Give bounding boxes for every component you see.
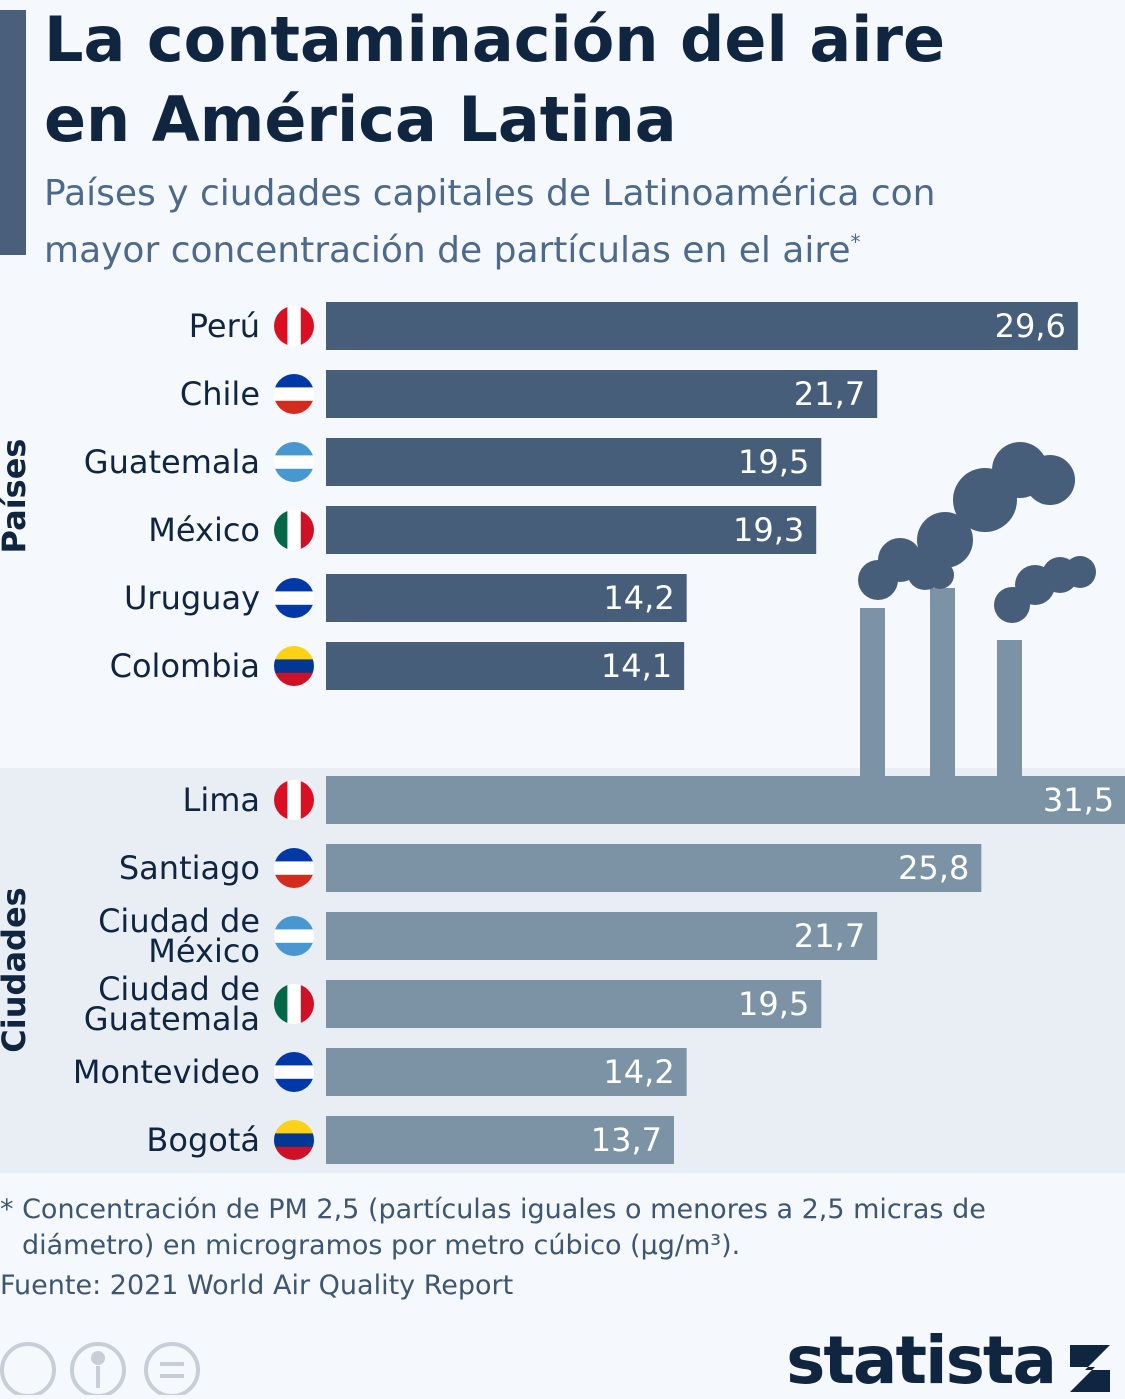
value-label: 25,8: [898, 849, 969, 887]
bar: [326, 980, 822, 1028]
category-label: Montevideo: [72, 1053, 260, 1091]
flag: [274, 578, 314, 592]
flag: [274, 591, 314, 605]
flag: [274, 400, 314, 414]
flag: [274, 468, 314, 482]
accent-bar: [0, 10, 26, 255]
factory: [858, 442, 1096, 776]
bar: [326, 506, 817, 554]
bar: [326, 1116, 674, 1164]
flag: [274, 916, 314, 930]
subtitle: Países y ciudades capitales de Latinoamé…: [44, 170, 964, 275]
flag: [287, 984, 301, 1024]
bar: [326, 912, 878, 960]
category-label: Chile: [179, 375, 260, 413]
flag: [274, 374, 314, 388]
bar: [326, 844, 982, 892]
category-label: México: [148, 511, 260, 549]
flag: [274, 659, 314, 673]
footnote: * Concentración de PM 2,5 (partículas ig…: [0, 1194, 986, 1261]
value-label: 13,7: [591, 1121, 662, 1159]
group-label: Ciudades: [0, 887, 33, 1052]
source: Fuente: 2021 World Air Quality Report: [0, 1270, 514, 1301]
value-label: 19,5: [738, 443, 809, 481]
value-label: 14,1: [601, 647, 672, 685]
category-label: Perú: [188, 307, 260, 345]
group-label: Países: [0, 439, 33, 554]
flag: [274, 861, 314, 875]
flag: [274, 306, 288, 346]
flag: [300, 780, 314, 820]
value-label: 21,7: [794, 917, 865, 955]
flag: [287, 780, 301, 820]
flag: [287, 306, 301, 346]
flag: [274, 984, 288, 1024]
cities-band: [0, 768, 1125, 1173]
value-label: 31,5: [1043, 781, 1114, 819]
flag: [274, 1146, 314, 1160]
flag: [274, 510, 288, 550]
category-label: Lima: [182, 781, 261, 819]
flag: [274, 1120, 314, 1134]
flag: [274, 455, 314, 469]
value-label: 19,3: [733, 511, 804, 549]
title: La contaminación del aire en América Lat…: [44, 3, 946, 156]
flag: [287, 510, 301, 550]
flag: [274, 1133, 314, 1147]
subtitle-text: Países y ciudades capitales de Latinoamé…: [44, 173, 936, 271]
category-label: Ciudad de México: [98, 902, 260, 970]
flag: [274, 942, 314, 956]
flag: [274, 1052, 314, 1066]
value-label: 29,6: [995, 307, 1066, 345]
category-label: Bogotá: [146, 1121, 260, 1159]
bar: [326, 574, 687, 622]
value-label: 21,7: [794, 375, 865, 413]
value-label: 14,2: [603, 1053, 674, 1091]
flag: [274, 604, 314, 618]
flag: [274, 387, 314, 401]
bar: [326, 776, 1125, 824]
flag: [274, 1078, 314, 1092]
cc-icons: [0, 1342, 200, 1395]
flag: [274, 1065, 314, 1079]
category-label: Santiago: [118, 849, 260, 887]
bar: [326, 370, 878, 418]
flag: [300, 510, 314, 550]
bar: [326, 438, 822, 486]
category-label: Colombia: [109, 647, 260, 685]
category-label: Guatemala: [83, 443, 260, 481]
flag: [300, 306, 314, 346]
flag: [274, 929, 314, 943]
value-label: 19,5: [738, 985, 809, 1023]
flag: [274, 780, 288, 820]
bar: [326, 302, 1078, 350]
brand: statista: [786, 1322, 1057, 1399]
category-label: Ciudad de Guatemala: [83, 970, 260, 1038]
flag: [274, 672, 314, 686]
category-label: Uruguay: [124, 579, 260, 617]
value-label: 14,2: [603, 579, 674, 617]
bar: [326, 642, 685, 690]
flag: [274, 442, 314, 456]
flag: [274, 848, 314, 862]
flag: [300, 984, 314, 1024]
flag: [274, 874, 314, 888]
flag: [274, 646, 314, 660]
bar: [326, 1048, 687, 1096]
brand-mark: [1070, 1345, 1110, 1392]
subtitle-mark: *: [850, 230, 861, 254]
